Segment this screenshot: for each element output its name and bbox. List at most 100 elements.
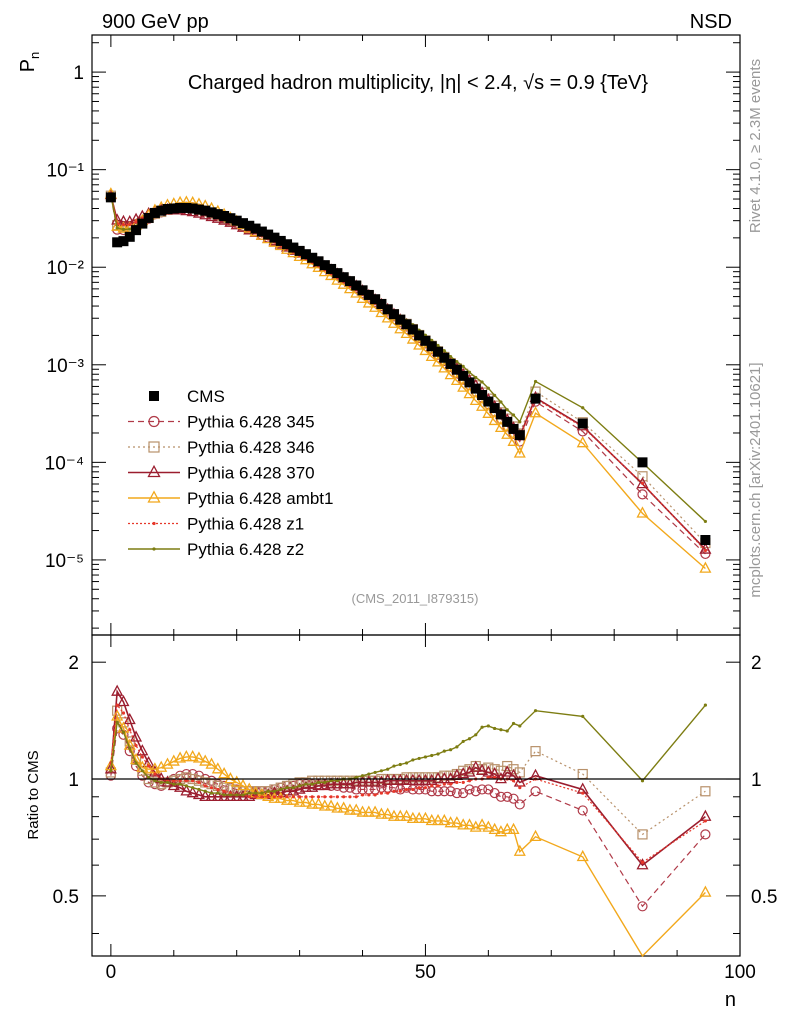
- cms-point: [514, 430, 525, 441]
- data-point: [186, 786, 199, 798]
- data-point: [291, 786, 295, 790]
- data-point: [637, 489, 648, 500]
- ratio-panel: 0 50 100 0.5 0.5 1 1 2 2: [53, 634, 777, 983]
- data-point: [469, 760, 482, 772]
- data-point: [400, 773, 413, 785]
- cms-point: [288, 242, 299, 253]
- data-point: [511, 413, 516, 417]
- cms-point: [187, 203, 198, 214]
- data-point: [197, 780, 201, 785]
- data-point: [482, 820, 495, 832]
- data-point: [413, 773, 426, 785]
- data-point: [203, 784, 207, 788]
- data-point: [184, 784, 188, 788]
- ratio-plot-frame: [91, 634, 741, 957]
- legend-label: Pythia 6.428 346: [187, 438, 315, 457]
- data-point: [121, 222, 126, 227]
- data-point: [165, 780, 170, 785]
- legend-entry: Pythia 6.428 ambt1: [128, 489, 333, 508]
- data-point: [703, 519, 707, 524]
- legend-entry: Pythia 6.428 z2: [128, 540, 304, 559]
- data-point: [152, 521, 156, 526]
- data-point: [417, 786, 421, 790]
- data-point: [501, 765, 514, 777]
- legend-entry: Pythia 6.428 345: [128, 413, 315, 432]
- cms-point: [433, 346, 444, 357]
- data-point: [354, 775, 358, 779]
- data-point: [507, 434, 520, 446]
- data-point: [342, 795, 346, 799]
- data-point: [115, 703, 119, 707]
- data-point: [576, 436, 589, 448]
- data-point: [495, 791, 507, 802]
- data-point: [335, 795, 339, 799]
- data-point: [298, 784, 302, 788]
- data-point: [386, 767, 390, 771]
- data-point: [209, 786, 214, 790]
- data-point: [464, 784, 475, 795]
- data-point: [147, 464, 161, 478]
- data-point: [699, 561, 712, 573]
- cms-point: [502, 416, 513, 427]
- cms-point: [495, 409, 506, 420]
- data-point: [191, 786, 195, 790]
- cms-point: [376, 298, 387, 309]
- data-point: [134, 761, 138, 765]
- data-point: [247, 791, 251, 795]
- data-point: [331, 777, 344, 789]
- data-point: [470, 786, 481, 797]
- data-point: [502, 760, 513, 772]
- y-tick-label: 10⁻¹: [47, 161, 85, 182]
- data-point: [279, 787, 283, 792]
- data-point: [172, 782, 176, 786]
- cms-point: [263, 229, 274, 240]
- cms-point: [193, 204, 204, 215]
- data-point: [444, 816, 457, 828]
- data-point: [577, 805, 588, 816]
- data-point: [331, 801, 344, 813]
- data-point: [134, 220, 138, 224]
- cms-point: [313, 256, 324, 267]
- data-point: [121, 711, 126, 715]
- data-point: [511, 721, 516, 726]
- main-panel: Charged hadron multiplicity, |η| < 2.4, …: [45, 34, 741, 636]
- legend-label: Pythia 6.428 ambt1: [187, 489, 333, 508]
- cms-point: [118, 236, 129, 247]
- data-point: [703, 819, 707, 823]
- data-point: [147, 490, 161, 503]
- data-point: [499, 728, 503, 732]
- data-point: [199, 789, 212, 802]
- data-point: [312, 778, 325, 791]
- data-point: [203, 789, 207, 793]
- data-point: [287, 793, 300, 805]
- data-point: [392, 764, 396, 768]
- data-point: [192, 787, 205, 800]
- data-point: [121, 227, 126, 231]
- cms-point: [137, 218, 148, 229]
- data-point: [425, 813, 438, 826]
- ratio-tick-label-right: 2: [751, 653, 762, 674]
- data-point: [224, 772, 237, 784]
- data-point: [147, 764, 151, 768]
- data-point: [186, 749, 199, 762]
- data-point: [533, 379, 538, 384]
- legend-entry: Pythia 6.428 346: [128, 438, 315, 457]
- data-point: [486, 775, 490, 779]
- y-tick-label: 10⁻²: [47, 258, 85, 279]
- data-point: [457, 818, 470, 830]
- data-point: [431, 813, 445, 826]
- cms-point: [149, 207, 160, 218]
- data-point: [423, 755, 428, 759]
- data-point: [373, 793, 377, 797]
- data-point: [387, 773, 401, 785]
- data-point: [467, 737, 472, 741]
- data-point: [115, 226, 119, 230]
- data-point: [398, 789, 402, 793]
- main-series: [104, 187, 712, 573]
- data-point: [442, 349, 446, 353]
- cms-point: [282, 239, 293, 250]
- cms-point: [382, 304, 393, 315]
- x-tick-label: 0: [106, 962, 117, 983]
- header-right-label: NSD: [690, 11, 732, 33]
- data-point: [387, 809, 401, 821]
